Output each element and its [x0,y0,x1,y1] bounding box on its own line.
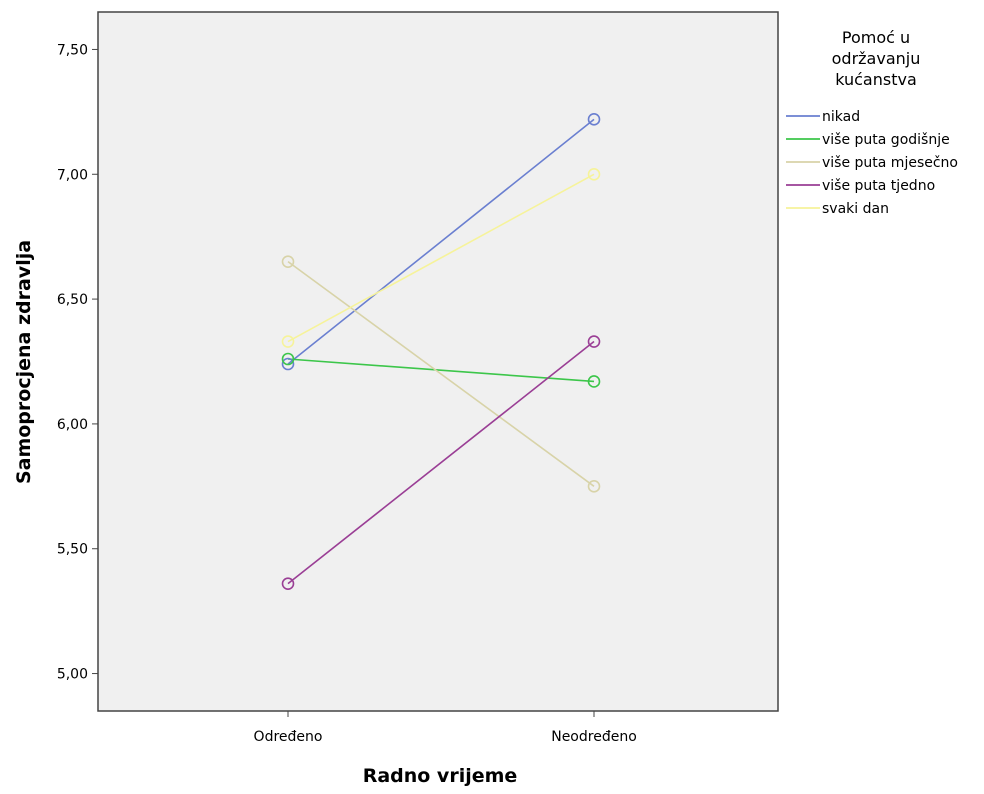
series-line-2 [287,260,595,487]
legend-label: više puta tjedno [822,178,935,194]
y-axis: 5,00 5,50 6,00 6,50 7,00 7,50 [57,42,98,683]
legend-label: nikad [822,109,860,125]
series-points [281,113,601,590]
x-tick-label: Neodređeno [551,729,637,745]
legend-title-line-1: Pomoć u [842,28,910,47]
y-tick-label: 5,00 [57,667,88,683]
legend-label: više puta godišnje [822,132,950,148]
series-line-3 [287,340,595,585]
series-lines [287,118,595,585]
data-point [281,255,295,268]
y-tick-label: 6,50 [57,292,88,308]
data-point [281,577,295,590]
data-point [281,357,295,371]
legend-title-line-3: kućanstva [835,70,917,89]
legend: Pomoć u održavanju kućanstva nikad više p… [786,28,958,217]
legend-title-line-2: održavanju [832,49,921,68]
legend-items: nikad više puta godišnje više puta mjesečn… [786,109,958,217]
series-line-1 [287,358,595,383]
data-point [587,167,601,181]
data-point [587,335,601,348]
data-point [281,335,295,348]
series-line-4 [287,173,595,343]
y-tick-label: 5,50 [57,542,88,558]
x-tick-label: Određeno [254,729,323,745]
y-tick-label: 7,50 [57,42,88,58]
x-axis: Određeno Neodređeno [254,711,637,745]
data-point [281,352,295,366]
y-tick-label: 6,00 [57,417,88,433]
series-line-0 [287,118,595,365]
legend-label: više puta mjesečno [822,155,958,171]
data-point [587,375,601,388]
data-point [587,113,601,126]
data-point [587,480,601,493]
legend-label: svaki dan [822,201,889,217]
y-axis-title: Samoprocjena zdravlja [13,240,35,484]
y-tick-label: 7,00 [57,167,88,183]
x-axis-title: Radno vrijeme [363,765,518,787]
plot-area [97,11,779,712]
